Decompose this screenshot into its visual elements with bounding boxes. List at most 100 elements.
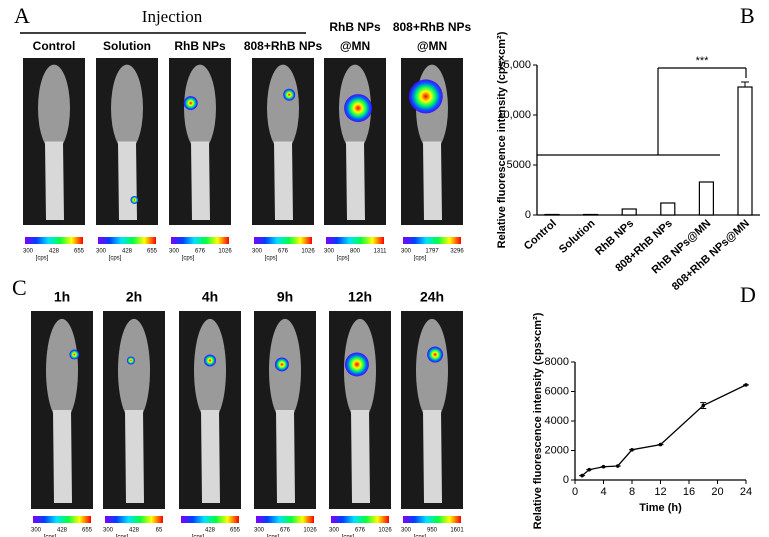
- colorbar-label: 300: [169, 249, 180, 255]
- column-title: 24h: [420, 289, 444, 305]
- leg-shin: [276, 410, 295, 504]
- colorbar-unit: [cps]: [182, 256, 195, 262]
- signal: [126, 356, 135, 365]
- y-tick-label: 0: [563, 474, 569, 486]
- colorbar: [403, 237, 461, 244]
- signal: [274, 357, 289, 372]
- colorbar-label: 428: [129, 528, 140, 534]
- panel-label: C: [12, 275, 27, 300]
- colorbar-label: 655: [230, 528, 241, 534]
- colorbar-label: 950: [427, 528, 438, 534]
- colorbar-label: 1797: [425, 249, 439, 255]
- x-tick-label: Control: [522, 217, 559, 252]
- leg-shin: [346, 141, 365, 220]
- column-title: Solution: [103, 39, 151, 53]
- x-axis-label: Time (h): [639, 502, 682, 514]
- x-tick-label: Solution: [557, 217, 598, 256]
- column-title: 808+RhB NPs: [393, 20, 472, 34]
- colorbar-unit: [cps]: [192, 535, 205, 537]
- column-title: RhB NPs: [174, 39, 226, 53]
- x-tick-label: 12: [654, 486, 666, 498]
- leg-shin: [125, 410, 144, 504]
- bar: [737, 86, 753, 216]
- colorbar-label: 300: [96, 249, 107, 255]
- colorbar-label: 3296: [450, 249, 464, 255]
- panel-label: A: [14, 3, 30, 28]
- colorbar: [105, 516, 163, 523]
- signal: [283, 88, 296, 101]
- colorbar-label: 1026: [301, 249, 315, 255]
- colorbar-unit: [cps]: [337, 256, 350, 262]
- colorbar-label: 300: [31, 528, 42, 534]
- leg-thigh: [46, 318, 78, 422]
- colorbar-label: 676: [280, 528, 291, 534]
- signal: [344, 94, 373, 123]
- x-tick-label: 20: [711, 486, 723, 498]
- y-tick-label: 2000: [545, 444, 569, 456]
- error-bar: [741, 81, 749, 87]
- colorbar-unit: [cps]: [36, 256, 49, 262]
- column-title: 1h: [54, 289, 70, 305]
- y-axis-label: Relative fluorescence intensity (cps×cm²…: [496, 31, 508, 248]
- colorbar-unit: [cps]: [267, 535, 280, 537]
- colorbar-label: 428: [57, 528, 68, 534]
- colorbar: [33, 516, 91, 523]
- leg-thigh: [184, 64, 216, 152]
- colorbar: [326, 237, 384, 244]
- leg-thigh: [194, 318, 226, 422]
- colorbar-unit: [cps]: [265, 256, 278, 262]
- leg-shin: [423, 141, 442, 220]
- colorbar-unit: [cps]: [116, 535, 129, 537]
- leg-shin: [45, 141, 64, 220]
- colorbar-label: 428: [49, 249, 60, 255]
- leg-shin: [118, 141, 137, 220]
- column-title: 4h: [202, 289, 218, 305]
- colorbar-label: 655: [82, 528, 93, 534]
- column-title: 12h: [348, 289, 372, 305]
- colorbar-label: 1311: [374, 249, 388, 255]
- colorbar: [98, 237, 156, 244]
- colorbar-label: 676: [195, 249, 206, 255]
- colorbar: [403, 516, 461, 523]
- bar: [621, 208, 637, 216]
- y-tick-label: 5000: [507, 159, 531, 171]
- colorbar-label: 1601: [450, 528, 464, 534]
- colorbar-label: 300: [329, 528, 340, 534]
- colorbar-label: 676: [355, 528, 366, 534]
- signal: [69, 349, 80, 360]
- leg-thigh: [267, 64, 299, 152]
- bar: [698, 181, 715, 216]
- leg-thigh: [416, 318, 448, 422]
- colorbar-label: 428: [122, 249, 133, 255]
- colorbar-label: 655: [147, 249, 158, 255]
- column-title: @MN: [340, 39, 370, 53]
- colorbar-unit: [cps]: [109, 256, 122, 262]
- signal: [183, 96, 198, 111]
- panel-label: D: [740, 282, 756, 307]
- signal: [408, 79, 443, 114]
- column-title: RhB NPs: [329, 20, 381, 34]
- y-axis-label: Relative fluorescence intensity (cps×cm²…: [532, 312, 544, 529]
- leg-shin: [274, 141, 293, 220]
- leg-shin: [423, 410, 442, 504]
- signal: [204, 354, 216, 367]
- column-title: Control: [33, 39, 76, 53]
- leg-shin: [351, 410, 370, 504]
- colorbar: [256, 516, 314, 523]
- column-title: @MN: [417, 39, 447, 53]
- significance-bracket: [537, 67, 747, 156]
- colorbar-label: 800: [350, 249, 361, 255]
- colorbar-label: 1026: [378, 528, 392, 534]
- colorbar-label: 65: [156, 528, 163, 534]
- colorbar-label: 676: [278, 249, 289, 255]
- leg-thigh: [111, 64, 143, 152]
- significance-mark: ***: [696, 55, 710, 67]
- y-tick-label: 8000: [545, 356, 569, 368]
- colorbar-label: 1026: [218, 249, 232, 255]
- x-tick-label: 24: [740, 486, 752, 498]
- column-title: 2h: [126, 289, 142, 305]
- colorbar-unit: [cps]: [44, 535, 57, 537]
- colorbar: [181, 516, 239, 523]
- leg-thigh: [38, 64, 70, 152]
